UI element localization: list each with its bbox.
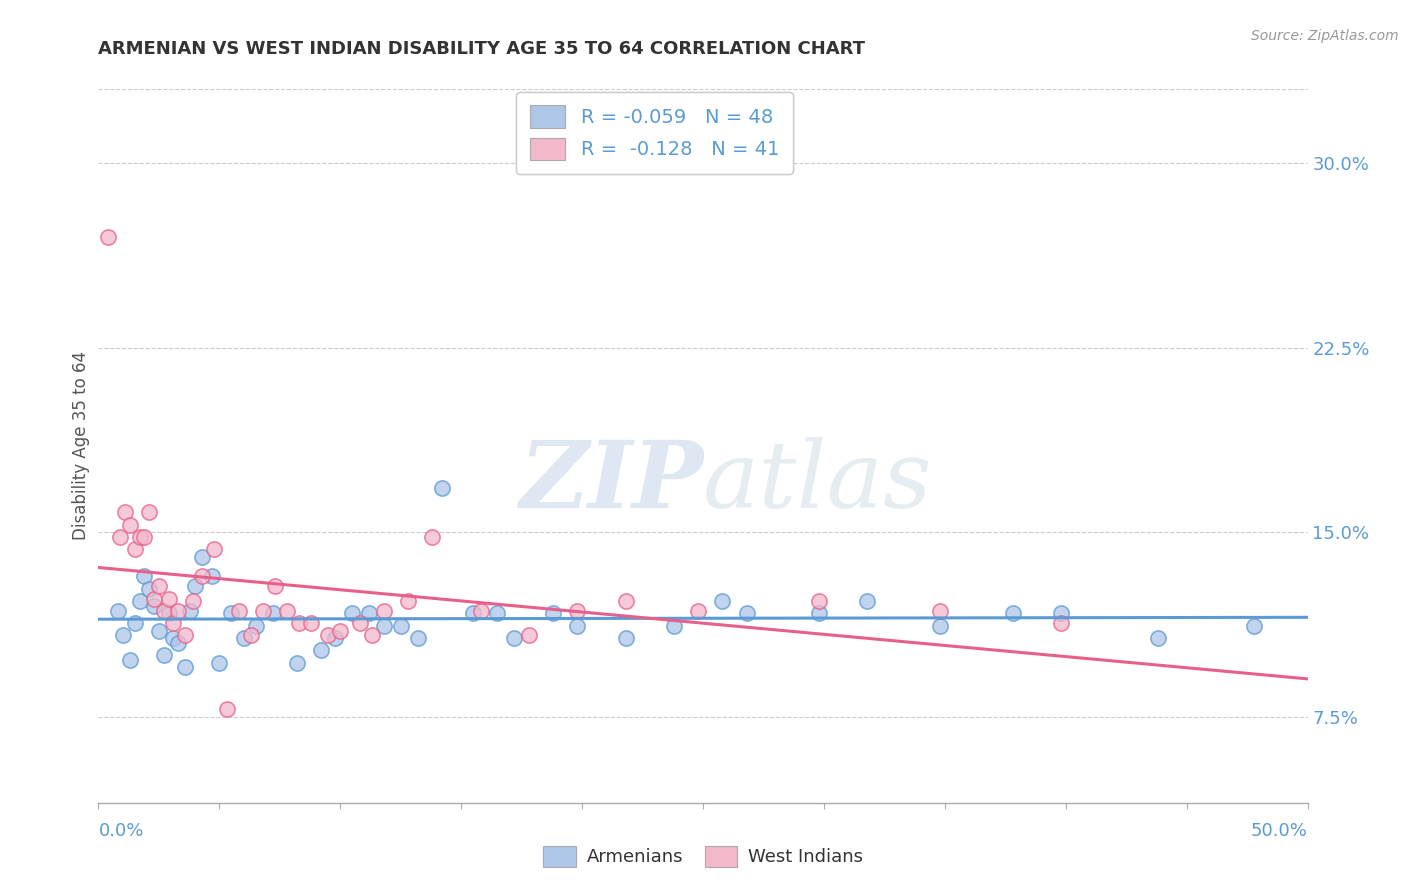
Point xyxy=(138,505,160,519)
Text: Source: ZipAtlas.com: Source: ZipAtlas.com xyxy=(1251,29,1399,43)
Point xyxy=(232,631,254,645)
Point xyxy=(285,656,308,670)
Point xyxy=(342,607,364,621)
Point xyxy=(201,569,224,583)
Point xyxy=(162,616,184,631)
Point xyxy=(325,631,347,645)
Point xyxy=(567,618,589,632)
Point xyxy=(1050,616,1073,631)
Point xyxy=(191,549,214,564)
Point xyxy=(162,631,184,645)
Point xyxy=(517,628,540,642)
Point xyxy=(118,517,141,532)
Point xyxy=(208,656,231,670)
Text: ZIP: ZIP xyxy=(519,437,703,526)
Point xyxy=(420,530,443,544)
Point xyxy=(128,530,150,544)
Point xyxy=(215,702,238,716)
Point xyxy=(316,628,339,642)
Legend: R = -0.059   N = 48, R =  -0.128   N = 41: R = -0.059 N = 48, R = -0.128 N = 41 xyxy=(516,92,793,174)
Point xyxy=(143,599,166,613)
Point xyxy=(239,628,262,642)
Point xyxy=(184,579,207,593)
Point xyxy=(204,542,226,557)
Point xyxy=(276,604,298,618)
Point xyxy=(264,579,287,593)
Point xyxy=(134,530,156,544)
Point xyxy=(114,505,136,519)
Point xyxy=(167,636,190,650)
Text: 50.0%: 50.0% xyxy=(1251,822,1308,840)
Point xyxy=(107,604,129,618)
Point xyxy=(174,660,197,674)
Point xyxy=(688,604,710,618)
Point xyxy=(929,604,952,618)
Point xyxy=(470,604,492,618)
Point xyxy=(373,618,395,632)
Point xyxy=(134,569,156,583)
Point xyxy=(486,607,509,621)
Point xyxy=(929,618,952,632)
Point xyxy=(856,594,879,608)
Point xyxy=(157,607,180,621)
Point xyxy=(252,604,274,618)
Point xyxy=(503,631,526,645)
Point xyxy=(152,604,174,618)
Point xyxy=(167,604,190,618)
Text: 0.0%: 0.0% xyxy=(98,822,143,840)
Point xyxy=(735,607,758,621)
Point xyxy=(614,594,637,608)
Point xyxy=(359,607,381,621)
Point xyxy=(541,607,564,621)
Point xyxy=(148,579,170,593)
Point xyxy=(711,594,734,608)
Point xyxy=(97,230,120,244)
Point xyxy=(181,594,204,608)
Point xyxy=(1146,631,1168,645)
Point xyxy=(430,481,453,495)
Point xyxy=(309,643,332,657)
Point xyxy=(262,607,284,621)
Point xyxy=(662,618,685,632)
Point xyxy=(288,616,311,631)
Y-axis label: Disability Age 35 to 64: Disability Age 35 to 64 xyxy=(72,351,90,541)
Point xyxy=(396,594,419,608)
Point xyxy=(174,628,197,642)
Point xyxy=(1001,607,1024,621)
Text: ARMENIAN VS WEST INDIAN DISABILITY AGE 35 TO 64 CORRELATION CHART: ARMENIAN VS WEST INDIAN DISABILITY AGE 3… xyxy=(98,40,866,58)
Point xyxy=(191,569,214,583)
Point xyxy=(152,648,174,662)
Point xyxy=(143,591,166,606)
Point xyxy=(349,616,371,631)
Point xyxy=(157,591,180,606)
Point xyxy=(118,653,141,667)
Point xyxy=(406,631,429,645)
Point xyxy=(138,582,160,596)
Point xyxy=(614,631,637,645)
Point xyxy=(1050,607,1073,621)
Point xyxy=(463,607,485,621)
Point xyxy=(329,624,352,638)
Point xyxy=(389,618,412,632)
Point xyxy=(228,604,250,618)
Point xyxy=(1243,618,1265,632)
Point xyxy=(360,628,382,642)
Point xyxy=(373,604,395,618)
Point xyxy=(221,607,243,621)
Legend: Armenians, West Indians: Armenians, West Indians xyxy=(536,838,870,874)
Point xyxy=(111,628,134,642)
Point xyxy=(124,616,146,631)
Point xyxy=(108,530,131,544)
Text: atlas: atlas xyxy=(703,437,932,526)
Point xyxy=(808,607,831,621)
Point xyxy=(567,604,589,618)
Point xyxy=(179,604,201,618)
Point xyxy=(128,594,150,608)
Point xyxy=(808,594,831,608)
Point xyxy=(245,618,267,632)
Point xyxy=(148,624,170,638)
Point xyxy=(124,542,146,557)
Point xyxy=(299,616,322,631)
